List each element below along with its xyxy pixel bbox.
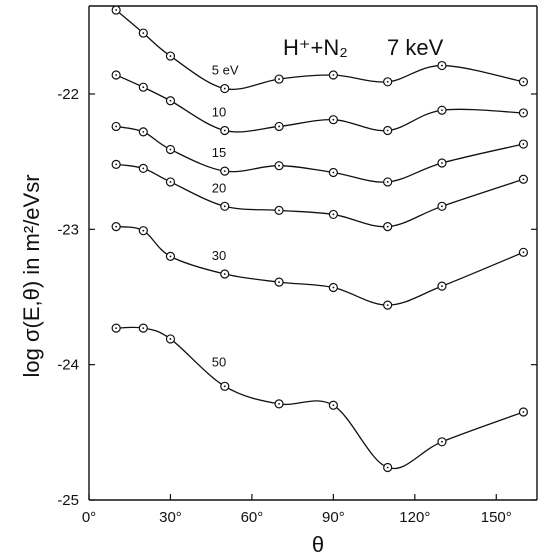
data-point-center [332,286,335,289]
data-point-center [278,281,280,283]
data-point-center [115,125,118,128]
series-4: 30 [111,222,529,310]
data-point-center [223,170,226,173]
series-2: 15 [111,121,529,187]
series-1: 10 [111,70,529,136]
data-point-center [278,164,280,167]
x-tick-label: 30° [159,509,182,526]
x-tick-label: 150° [481,509,512,526]
series-line [116,125,524,183]
data-point-center [522,80,525,83]
data-point-center [142,229,145,232]
data-point-center [441,109,443,112]
data-point-center [522,112,525,114]
data-point-center [169,99,172,102]
series-label: 20 [212,180,226,195]
data-point-center [522,251,525,254]
data-point-center [142,327,145,330]
data-point-center [169,181,172,183]
x-tick-label: 90° [322,509,345,526]
data-point-center [115,225,118,228]
x-tick-label: 0° [82,509,96,526]
y-axis-title: log σ(E,θ) in m²/eVsr [19,174,44,377]
data-point-center [386,80,389,83]
data-point-center [142,32,145,34]
series-label: 50 [212,354,226,369]
series-line [116,326,524,470]
series-line [116,225,524,306]
y-tick-label: -25 [57,492,79,509]
series-3: 20 [111,159,529,232]
data-point-center [278,403,280,405]
data-point-center [386,304,389,307]
series-layer: 5 eV 10 15 20 30 50 [111,5,529,473]
data-point-center [142,167,145,170]
x-tick-label: 60° [241,509,264,526]
data-point-center [332,74,335,76]
data-point-center [169,55,172,57]
data-point-center [332,404,335,407]
series-label: 10 [212,105,226,120]
data-point-center [386,225,389,228]
data-point-center [386,181,389,183]
data-point-center [278,209,280,212]
data-point-center [441,285,443,288]
data-point-center [386,466,389,469]
x-axis-title: θ [312,532,324,557]
data-point-center [522,411,525,413]
series-label: 30 [212,248,226,263]
y-tick-label: -24 [57,357,79,374]
data-point-center [278,125,280,128]
data-point-center [522,143,525,145]
data-point-center [278,78,280,80]
data-point-center [223,205,226,208]
y-tick-label: -22 [57,86,79,103]
data-point-center [223,129,226,132]
data-point-center [522,178,525,181]
data-point-center [115,9,118,11]
data-point-center [115,74,118,76]
data-point-center [142,130,145,133]
data-point-center [332,213,335,216]
chart-title-energy: 7 keV [387,35,444,60]
data-point-center [332,118,335,121]
series-line [115,74,524,133]
data-point-center [441,440,443,443]
data-point-center [142,86,145,89]
series-0: 5 eV [111,5,529,94]
data-point-center [441,64,443,67]
series-label: 15 [212,145,226,160]
series-label: 5 eV [212,63,239,78]
series-5: 50 [111,323,529,473]
data-point-center [332,171,335,174]
data-point-center [169,148,172,151]
y-tick-label: -23 [57,221,79,238]
data-point-center [223,87,226,90]
data-point-center [169,255,172,258]
data-point-center [115,327,118,330]
axes: 0° 30° 60° 90° 120° 150° -22 -23 -24 -25 [57,5,538,526]
data-point-center [441,162,443,164]
chart-title-reaction: H⁺+N₂ [283,35,348,60]
series-line [116,163,524,228]
data-point-center [223,273,226,275]
data-point-center [223,385,226,388]
x-tick-label: 120° [399,509,430,526]
data-point-center [386,129,389,132]
data-point-center [441,205,443,208]
data-point-center [169,338,172,340]
data-point-center [115,163,118,166]
